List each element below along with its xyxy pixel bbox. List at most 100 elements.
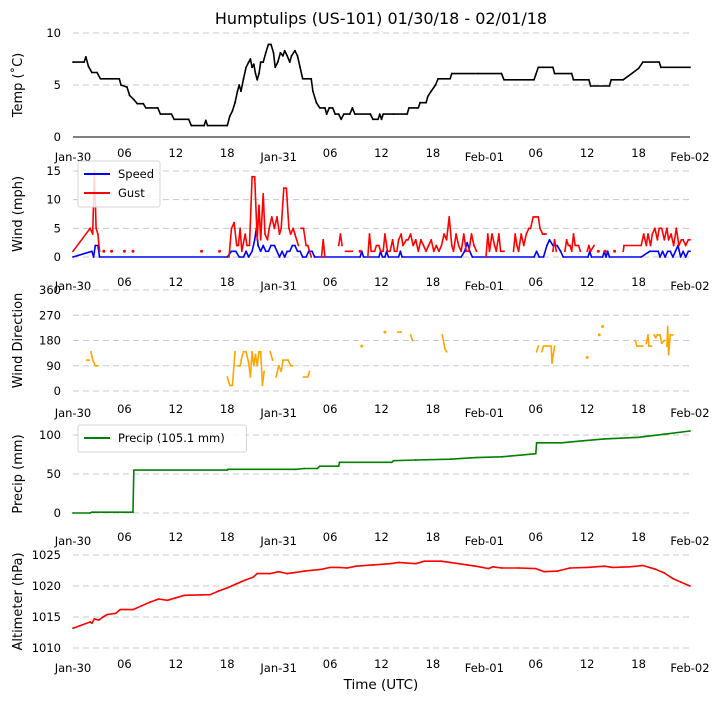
x-tick-label: 06 <box>323 146 338 160</box>
x-tick-label: 06 <box>323 402 338 416</box>
data-point <box>498 233 500 235</box>
series-line <box>512 216 546 253</box>
data-point <box>247 256 250 258</box>
data-point <box>372 564 374 566</box>
data-point <box>435 244 438 247</box>
data-point <box>663 238 666 241</box>
data-point <box>166 599 169 602</box>
data-point <box>585 355 589 359</box>
data-point <box>455 233 457 235</box>
data-point <box>140 604 143 607</box>
data-point <box>149 601 152 604</box>
data-point <box>556 244 559 247</box>
series-temp <box>72 43 691 127</box>
y-tick-label: 50 <box>46 467 61 481</box>
data-point <box>381 256 384 258</box>
data-point <box>534 73 537 76</box>
data-point <box>553 345 556 348</box>
data-point <box>278 256 281 258</box>
data-point <box>663 339 666 342</box>
data-point <box>359 256 361 258</box>
data-point <box>294 49 296 52</box>
data-point <box>396 250 398 253</box>
data-point <box>420 238 422 241</box>
y-axis-label: Temp (˚C) <box>10 53 26 119</box>
series-precip-105-1-mm <box>72 430 691 514</box>
data-point <box>253 175 256 178</box>
series-line <box>72 560 691 629</box>
data-point <box>654 336 657 339</box>
data-point <box>110 249 114 253</box>
data-point <box>301 77 304 80</box>
data-point <box>648 250 651 253</box>
data-point <box>640 256 643 258</box>
x-tick-label: 12 <box>580 530 595 544</box>
y-tick-label: 1020 <box>32 579 61 593</box>
data-point <box>659 66 662 69</box>
data-point <box>414 562 417 565</box>
data-point <box>605 256 607 258</box>
data-point <box>306 244 309 247</box>
data-point <box>263 370 265 373</box>
data-point <box>256 572 259 575</box>
data-point <box>97 619 100 621</box>
data-point <box>486 233 489 235</box>
series-line <box>540 345 556 364</box>
data-point <box>296 54 299 57</box>
data-point <box>450 244 453 247</box>
data-point <box>122 249 126 253</box>
x-tick-label: 06 <box>117 402 132 416</box>
data-point <box>84 56 87 58</box>
x-tick-label: 18 <box>631 402 646 416</box>
x-tick-label: 18 <box>220 530 235 544</box>
data-point <box>378 113 381 116</box>
data-point <box>572 233 575 235</box>
chart-title: Humptulips (US-101) 01/30/18 - 02/01/18 <box>215 9 547 28</box>
data-point <box>593 244 595 247</box>
x-tick-label: 18 <box>220 402 235 416</box>
data-point <box>542 256 545 258</box>
data-point <box>587 256 589 258</box>
data-point <box>654 568 657 571</box>
data-point <box>689 430 691 432</box>
data-point <box>466 564 469 566</box>
data-point <box>228 384 231 387</box>
data-point <box>209 593 212 596</box>
data-point <box>119 608 122 611</box>
data-point <box>288 250 291 253</box>
data-point <box>277 570 280 573</box>
data-point <box>658 61 661 64</box>
x-tick-label: 06 <box>323 657 338 671</box>
data-point <box>390 461 393 464</box>
data-point <box>534 215 537 218</box>
x-tick-label: Jan-31 <box>259 661 297 675</box>
data-point <box>444 348 446 350</box>
data-point <box>305 256 307 258</box>
data-point <box>287 359 289 362</box>
data-point <box>471 256 474 258</box>
data-point <box>218 249 222 253</box>
data-point <box>341 244 343 247</box>
data-point <box>689 585 691 587</box>
data-point <box>120 84 122 86</box>
x-tick-label: Feb-02 <box>670 279 709 293</box>
data-point <box>539 227 541 230</box>
data-point <box>601 256 604 258</box>
data-point <box>414 238 417 241</box>
data-point <box>276 215 278 218</box>
data-point <box>426 95 429 98</box>
data-point <box>663 572 666 574</box>
series-speed <box>72 227 691 258</box>
data-point <box>245 250 248 253</box>
data-point <box>360 344 364 348</box>
data-point <box>264 51 267 54</box>
data-point <box>174 596 177 599</box>
data-point <box>425 101 427 104</box>
data-point <box>308 370 311 373</box>
x-tick-label: 18 <box>426 530 441 544</box>
data-point <box>392 113 395 116</box>
data-point <box>331 106 334 109</box>
series-line <box>275 359 293 378</box>
data-point <box>270 244 272 247</box>
data-point <box>252 364 255 367</box>
